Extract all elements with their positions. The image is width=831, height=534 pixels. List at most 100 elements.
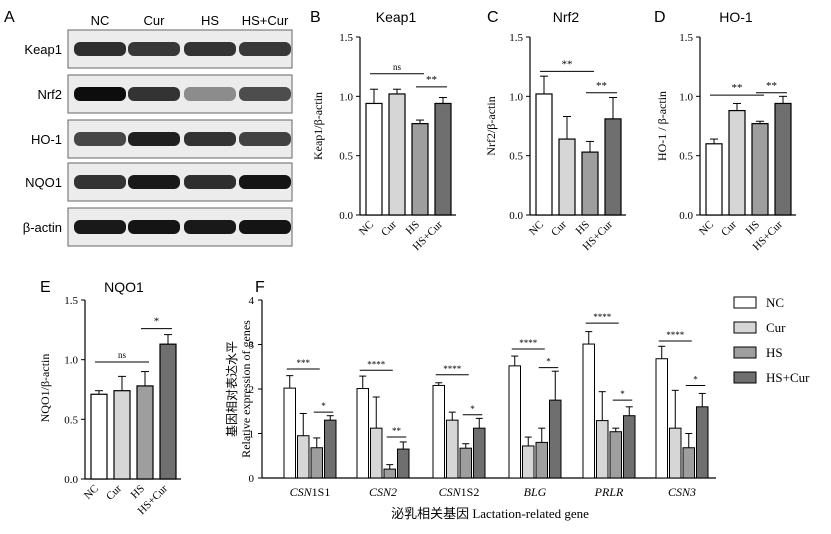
chart-title: Keap1 (376, 9, 417, 25)
significance-label: * (693, 374, 698, 384)
bar (310, 447, 323, 479)
blot-band (184, 42, 236, 56)
chart-title: HO-1 (719, 9, 753, 25)
legend-label: HS (766, 345, 783, 360)
y-axis-label: NQO1/β-actin (38, 354, 52, 423)
panel-letter: C (487, 9, 499, 26)
y-tick-label: 0.0 (339, 210, 353, 222)
y-tick-label: 0.0 (679, 210, 693, 222)
blot-band (74, 132, 126, 146)
x-tick-label: CSN1S2 (439, 485, 480, 499)
y-tick-label: 1.0 (679, 91, 693, 103)
y-tick-label: 0.0 (509, 210, 523, 222)
x-tick-label: NC (82, 483, 101, 502)
blot-band (74, 220, 126, 234)
significance-label: **** (443, 364, 462, 374)
bar (582, 343, 595, 479)
x-tick-label: BLG (524, 485, 547, 499)
blot-band (128, 132, 180, 146)
y-tick-label: 0.5 (679, 151, 693, 163)
legend-swatch (733, 296, 757, 309)
panel-letter: E (40, 279, 51, 296)
y-tick-label: 2 (249, 384, 255, 396)
blot-protein-label: NQO1 (25, 175, 62, 190)
bar (696, 406, 709, 479)
x-tick-label: HS (574, 219, 592, 237)
blot-band (184, 175, 236, 189)
panel-letter: B (310, 9, 321, 26)
bar (365, 102, 383, 216)
x-tick-label: NC (697, 219, 716, 238)
y-tick-label: 0 (249, 473, 255, 485)
significance-label: **** (367, 359, 386, 369)
blot-band (74, 87, 126, 101)
bar (113, 390, 131, 480)
y-tick-label: 3 (249, 340, 255, 352)
bar (473, 427, 486, 479)
blot-lane-label: NC (91, 13, 110, 28)
significance-label: ns (118, 350, 127, 360)
bar (535, 441, 548, 479)
y-tick-label: 1.5 (679, 32, 693, 44)
y-axis-label-zh: 基因相对表达水平 (225, 341, 239, 437)
blot-band (74, 175, 126, 189)
y-tick-label: 1.0 (509, 91, 523, 103)
bar (705, 143, 723, 216)
legend-label: HS+Cur (766, 370, 810, 385)
x-tick-label: NC (527, 219, 546, 238)
significance-label: ** (426, 74, 437, 86)
y-tick-label: 0.0 (64, 474, 78, 486)
significance-label: * (321, 401, 326, 411)
y-tick-label: 0.5 (339, 151, 353, 163)
y-axis-label: HO-1 / β-actin (655, 91, 669, 161)
x-tick-label: HS (129, 483, 147, 501)
bar (558, 138, 576, 216)
significance-label: *** (297, 358, 311, 368)
y-tick-label: 0.5 (64, 414, 78, 426)
bar (508, 365, 521, 479)
x-tick-label: Cur (104, 482, 124, 502)
x-axis-label: 泌乳相关基因 Lactation-related gene (391, 506, 589, 521)
bar (388, 93, 406, 216)
blot-protein-label: β-actin (23, 220, 62, 235)
x-tick-label: CSN2 (369, 485, 397, 499)
bar (397, 448, 410, 479)
bar (356, 388, 369, 479)
blot-protein-label: Keap1 (24, 42, 62, 57)
panel-letter: F (255, 279, 265, 296)
significance-label: * (546, 357, 551, 367)
legend-swatch (733, 321, 757, 334)
significance-label: **** (666, 330, 685, 340)
y-tick-label: 1.0 (64, 355, 78, 367)
bar (774, 102, 792, 216)
bar (370, 427, 383, 479)
chart-title: Nrf2 (553, 9, 580, 25)
bar (432, 384, 445, 479)
bar (751, 123, 769, 216)
bar (159, 343, 177, 480)
y-tick-label: 1.5 (509, 32, 523, 44)
significance-label: **** (519, 338, 538, 348)
legend-label: Cur (766, 320, 786, 335)
blot-band (184, 132, 236, 146)
blot-band (128, 87, 180, 101)
x-tick-label: Cur (379, 218, 399, 238)
blot-band (184, 87, 236, 101)
y-tick-label: 0.5 (509, 151, 523, 163)
y-tick-label: 1.5 (64, 295, 78, 307)
bar (604, 118, 622, 216)
bar (581, 151, 599, 216)
chart-title: NQO1 (104, 279, 144, 295)
bar (728, 109, 746, 216)
x-tick-label: HS (404, 219, 422, 237)
y-tick-label: 1.5 (339, 32, 353, 44)
x-tick-label: Cur (549, 218, 569, 238)
bar (297, 435, 310, 479)
significance-label: ** (392, 426, 402, 436)
y-tick-label: 1.0 (339, 91, 353, 103)
significance-label: ** (766, 80, 777, 92)
bar (411, 123, 429, 216)
y-tick-label: 4 (249, 295, 255, 307)
x-tick-label: CSN3 (668, 485, 696, 499)
bar (609, 431, 622, 479)
